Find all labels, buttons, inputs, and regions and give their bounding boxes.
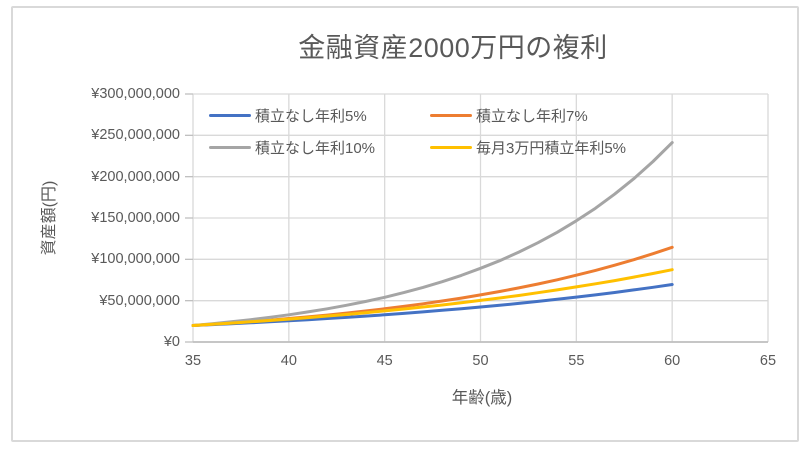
y-tick-label: ¥150,000,000 [91,210,180,226]
chart-title: 金融資産2000万円の複利 [298,33,608,63]
series-line-no-contrib-10pct[interactable] [191,141,674,327]
y-tick-label: ¥250,000,000 [91,127,180,144]
y-tick-label: ¥50,000,000 [99,292,180,309]
y-tick-label: ¥0 [163,334,180,350]
legend-item-no-contrib-10pct[interactable]: 積立なし年利10% [209,137,375,159]
x-tick-label: 40 [280,353,297,369]
legend-swatch-no-contrib-7pct [430,113,472,118]
x-axis-title: 年齢(歳) [451,389,513,407]
x-tick-label: 55 [568,353,585,369]
x-tick-label: 50 [472,353,489,369]
y-tick-label: ¥200,000,000 [91,168,180,185]
legend-label: 積立なし年利5% [255,108,367,125]
legend-label: 積立なし年利7% [476,108,588,125]
legend-swatch-monthly-30k-5pct [430,145,472,150]
legend-swatch-no-contrib-10pct [209,145,251,150]
y-tick-label: ¥300,000,000 [91,86,180,102]
series-line-monthly-30k-5pct[interactable] [191,268,674,327]
chart-frame [11,6,799,442]
legend-label: 毎月3万円積立年利5% [476,140,627,157]
legend-item-monthly-30k-5pct[interactable]: 毎月3万円積立年利5% [430,137,626,159]
legend-item-no-contrib-5pct[interactable]: 積立なし年利5% [209,105,367,127]
x-tick-label: 45 [376,353,393,369]
x-tick-label: 65 [759,353,777,369]
legend-item-no-contrib-7pct[interactable]: 積立なし年利7% [430,105,588,127]
y-tick-label: ¥100,000,000 [91,251,180,268]
x-tick-label: 60 [664,353,681,369]
legend-label: 積立なし年利10% [255,140,376,157]
x-tick-label: 35 [184,353,202,369]
legend-swatch-no-contrib-5pct [209,113,251,118]
